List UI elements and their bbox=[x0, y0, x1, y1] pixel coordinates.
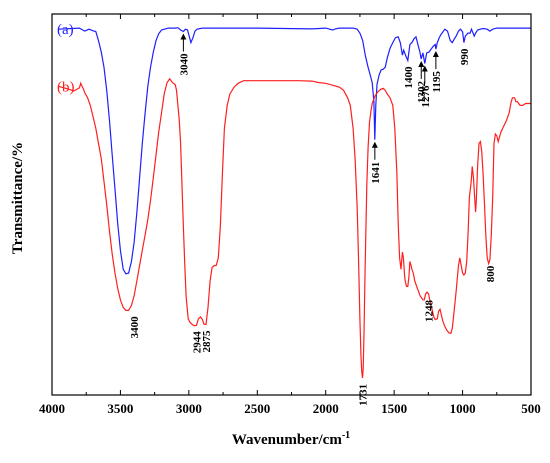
x-axis-title-text: Wavenumber/cm bbox=[232, 432, 342, 448]
x-tick-label: 1500 bbox=[381, 401, 407, 416]
axis-layer: 4000 3500 3000 2500 2000 1500 1000 500 bbox=[39, 13, 541, 416]
peak-label-1248: 1248 bbox=[424, 300, 436, 323]
peak-label-1276: 1276 bbox=[420, 85, 432, 108]
x-axis-title: Wavenumber/cm-1 bbox=[232, 430, 350, 448]
y-axis-title: Transmittance/% bbox=[10, 142, 26, 254]
x-tick-label: 2500 bbox=[244, 401, 270, 416]
series-line-b bbox=[58, 77, 531, 378]
x-tick-label: 3000 bbox=[176, 401, 202, 416]
peak-label-800: 800 bbox=[485, 265, 497, 282]
annotation-arrowhead bbox=[421, 65, 428, 72]
x-tick-label: 1000 bbox=[450, 401, 476, 416]
peak-label-2944: 2944 bbox=[192, 331, 204, 354]
peak-label-990: 990 bbox=[459, 48, 471, 65]
peak-label-3040: 3040 bbox=[178, 53, 190, 76]
peak-label-1400: 1400 bbox=[403, 66, 415, 89]
x-tick-label: 3500 bbox=[107, 401, 133, 416]
peak-label-1302: 1302 bbox=[416, 80, 428, 103]
series-line-a bbox=[58, 27, 531, 275]
peak-label-1641: 1641 bbox=[370, 162, 382, 184]
annotation-arrowhead bbox=[371, 141, 378, 148]
peak-label-3400: 3400 bbox=[129, 316, 141, 339]
x-tick-label: 2000 bbox=[313, 401, 339, 416]
peak-label-1195: 1195 bbox=[431, 71, 443, 93]
annotation-arrowhead bbox=[180, 33, 187, 40]
x-tick-label: 500 bbox=[521, 401, 541, 416]
annotation-arrowhead bbox=[432, 51, 439, 58]
annotation-arrowhead bbox=[418, 60, 425, 67]
plot-frame bbox=[51, 13, 532, 396]
series-label-b: (b) bbox=[57, 79, 75, 95]
peak-label-2875: 2875 bbox=[201, 330, 213, 353]
x-tick-label: 4000 bbox=[39, 401, 65, 416]
series-label-a: (a) bbox=[57, 22, 74, 38]
x-axis-title-sup: -1 bbox=[342, 430, 350, 441]
